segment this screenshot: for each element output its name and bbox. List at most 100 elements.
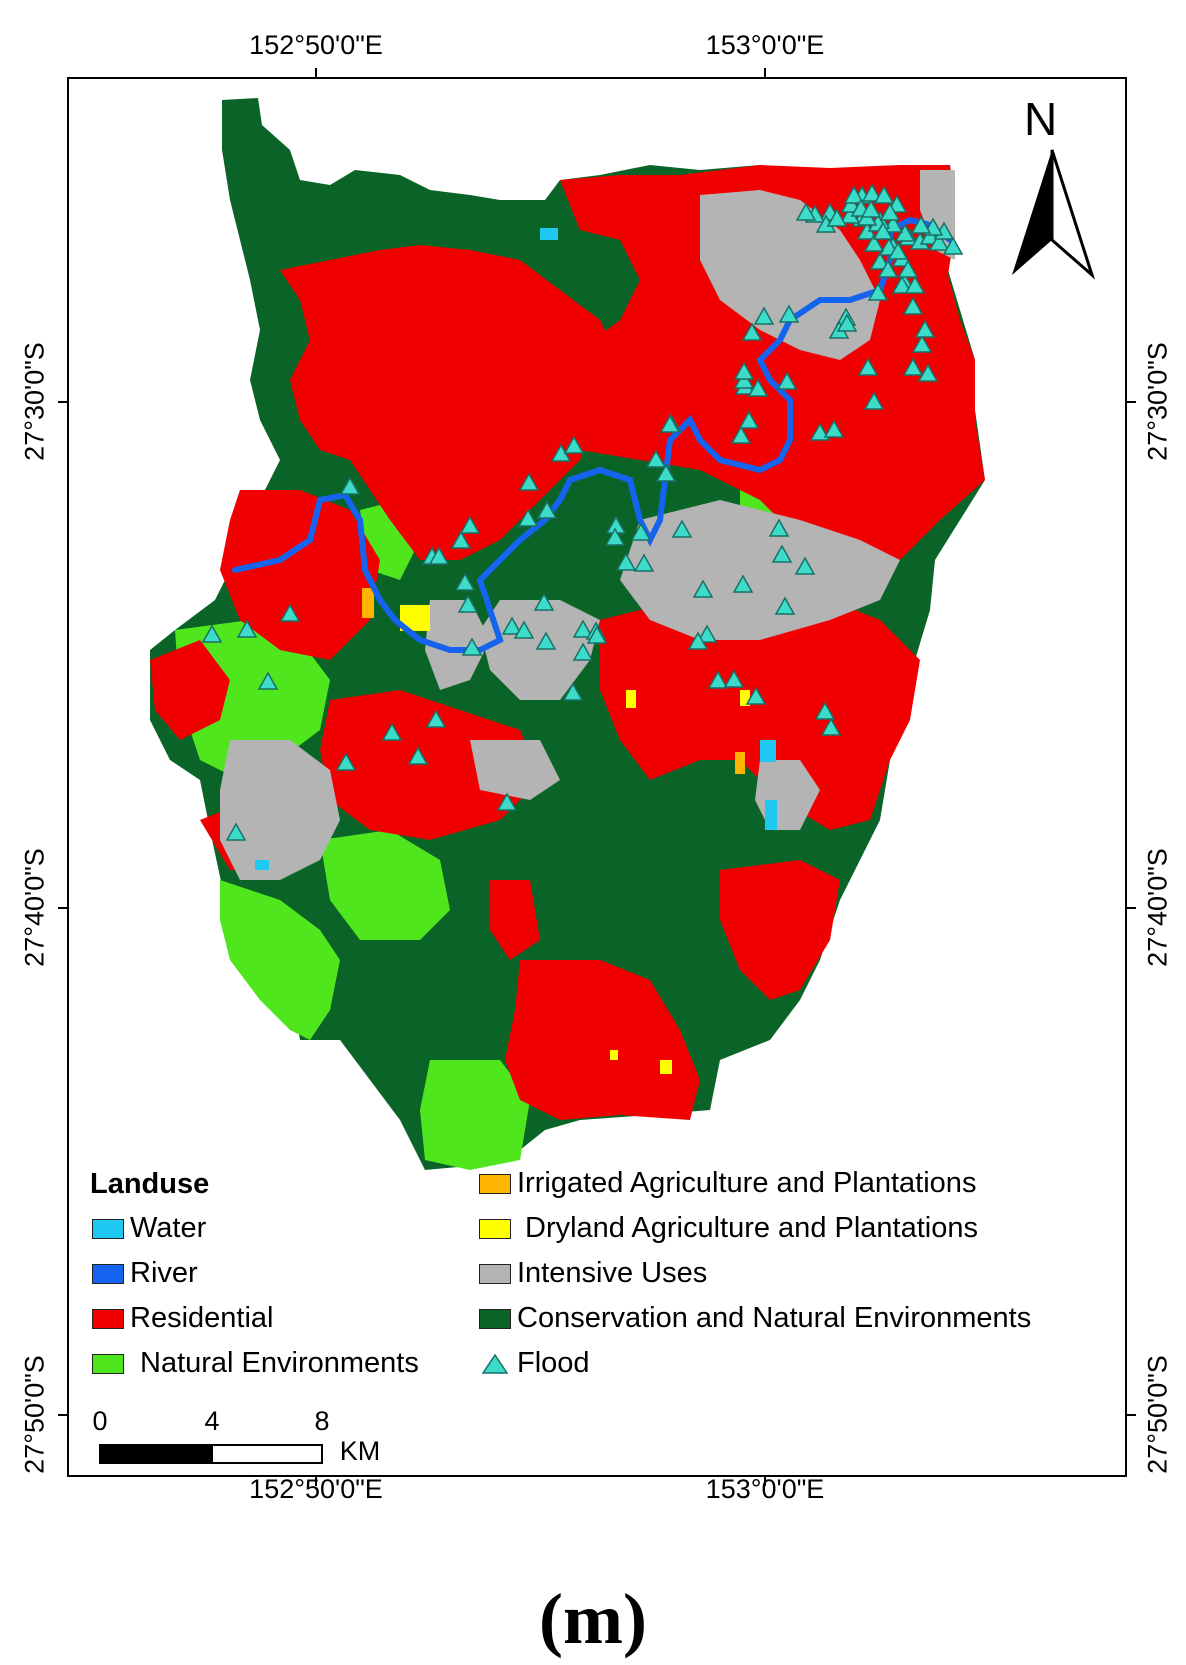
flood-marker	[820, 717, 842, 736]
tick-right-1: 27°30'0"S	[1142, 342, 1173, 461]
flood-marker	[753, 306, 775, 325]
flood-marker	[513, 620, 535, 639]
flood-marker	[586, 625, 608, 644]
flood-marker	[904, 275, 926, 294]
scale-label-0: 0	[92, 1406, 108, 1436]
flood-marker	[863, 391, 885, 410]
flood-marker	[745, 686, 767, 705]
legend-label-natural-environments: Natural Environments	[140, 1347, 419, 1379]
legend-item-water: Water	[92, 1212, 206, 1245]
flood-marker	[887, 241, 909, 260]
flood-marker	[279, 603, 301, 622]
flood-marker	[872, 221, 894, 240]
flood-marker	[914, 319, 936, 338]
flood-marker	[873, 185, 895, 204]
irrigated-agriculture-regions	[362, 588, 745, 774]
legend-swatch-intensive-uses	[479, 1263, 511, 1284]
legend-label-flood: Flood	[517, 1347, 590, 1379]
tick-left-1: 27°30'0"S	[19, 342, 50, 461]
legend-swatch-river	[92, 1263, 124, 1284]
flood-marker	[928, 232, 950, 251]
flood-marker	[572, 642, 594, 661]
flood-marker	[236, 619, 258, 638]
flood-marker	[518, 472, 540, 491]
flood-marker	[897, 259, 919, 278]
tick-left-3: 27°50'0"S	[19, 1355, 50, 1474]
flood-marker	[917, 363, 939, 382]
flood-marker	[536, 500, 558, 519]
flood-marker	[496, 792, 518, 811]
legend-swatch-conservation	[479, 1308, 511, 1329]
tick-bottom-1: 152°50'0"E	[249, 1474, 383, 1504]
flood-marker	[869, 251, 891, 270]
flood-marker	[860, 199, 882, 218]
legend-label-intensive-uses: Intensive Uses	[517, 1257, 708, 1289]
flood-marker	[774, 596, 796, 615]
tick-bottom-2: 153°0'0"E	[705, 1474, 825, 1504]
legend-item-irrigated-agriculture: Irrigated Agriculture and Plantations	[479, 1167, 976, 1200]
flood-marker	[814, 701, 836, 720]
figure-caption: (m)	[539, 1579, 647, 1659]
flood-marker	[738, 410, 760, 429]
flood-marker	[533, 592, 555, 611]
flood-marker	[563, 435, 585, 454]
flood-marker	[857, 357, 879, 376]
legend-label-dryland-agriculture: Dryland Agriculture and Plantations	[525, 1212, 978, 1244]
legend-item-river: River	[92, 1257, 198, 1290]
flood-marker	[535, 631, 557, 650]
flood-marker	[771, 544, 793, 563]
legend-item-conservation: Conservation and Natural Environments	[479, 1302, 1031, 1335]
flood-marker	[501, 616, 523, 635]
flood-marker	[645, 449, 667, 468]
legend-swatch-natural-environments	[92, 1353, 124, 1374]
legend-label-river: River	[130, 1257, 198, 1289]
flood-marker	[604, 527, 626, 546]
scale-bar	[99, 1444, 323, 1464]
flood-marker	[741, 322, 763, 341]
legend-item-natural-environments: Natural Environments	[92, 1347, 419, 1380]
legend-label-water: Water	[130, 1212, 207, 1244]
flood-marker	[863, 233, 885, 252]
north-label: N	[1024, 93, 1058, 145]
flood-marker	[891, 275, 913, 294]
flood-marker	[942, 236, 964, 255]
tick-left-2: 27°40'0"S	[19, 848, 50, 967]
flood-marker	[572, 619, 594, 638]
flood-marker	[795, 202, 817, 221]
legend-swatch-residential	[92, 1308, 124, 1329]
flood-marker	[562, 682, 584, 701]
flood-marker	[879, 202, 901, 221]
triangle-icon	[481, 1353, 509, 1374]
flood-marker	[201, 624, 223, 643]
water-regions	[255, 228, 777, 870]
flood-marker	[655, 463, 677, 482]
flood-points	[201, 183, 964, 841]
scale-unit: KM	[339, 1436, 381, 1466]
flood-marker	[843, 185, 865, 204]
legend-swatch-dryland-agriculture	[479, 1218, 511, 1239]
flood-marker	[659, 414, 681, 433]
legend-swatch-water	[92, 1218, 124, 1239]
flood-marker	[381, 722, 403, 741]
legend-swatch-irrigated-agriculture	[479, 1173, 511, 1194]
tick-right-3: 27°50'0"S	[1142, 1355, 1173, 1474]
tick-top-2: 153°0'0"E	[705, 30, 825, 60]
residential-regions	[150, 165, 985, 1120]
flood-marker	[902, 296, 924, 315]
flood-marker	[425, 709, 447, 728]
scale-label-8: 8	[314, 1406, 330, 1436]
flood-marker	[428, 546, 450, 565]
flood-marker	[723, 669, 745, 688]
flood-marker	[339, 476, 361, 495]
flood-marker	[454, 572, 476, 591]
tick-marks	[58, 68, 1136, 1486]
flood-marker	[450, 530, 472, 549]
legend-item-residential: Residential	[92, 1302, 273, 1335]
flood-marker	[687, 631, 709, 650]
scale-label-4: 4	[204, 1406, 220, 1436]
flood-marker	[407, 746, 429, 765]
north-arrow-icon	[1012, 149, 1096, 280]
legend-title: Landuse	[90, 1168, 210, 1200]
flood-marker	[615, 552, 637, 571]
flood-marker	[732, 574, 754, 593]
